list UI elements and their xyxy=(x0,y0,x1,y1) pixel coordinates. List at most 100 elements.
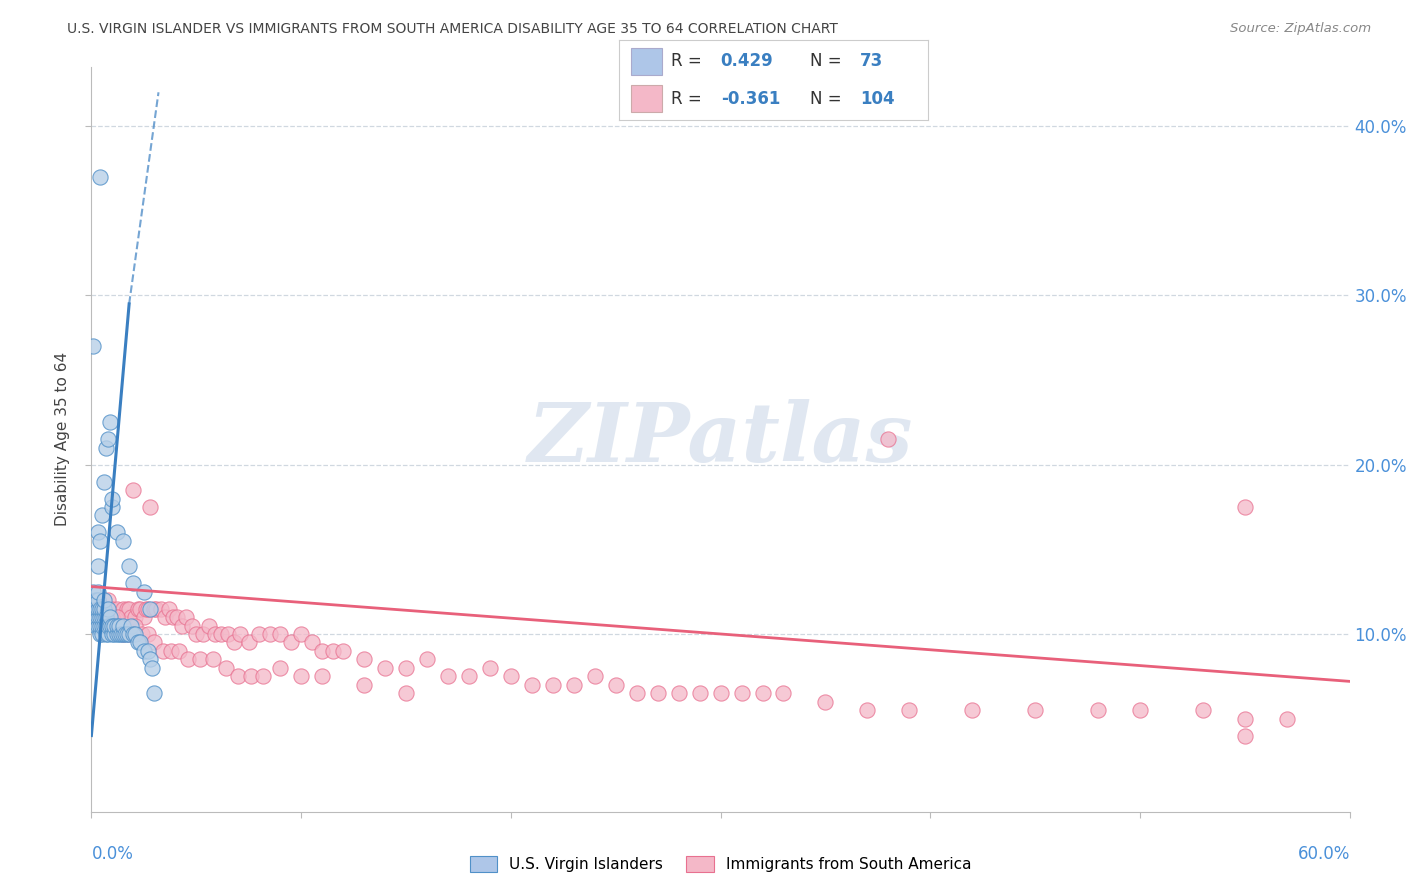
Point xyxy=(82,584,104,599)
Point xyxy=(98,610,121,624)
Point xyxy=(105,627,128,641)
Text: -0.361: -0.361 xyxy=(721,90,780,108)
Point xyxy=(877,433,900,447)
Point xyxy=(626,686,648,700)
Point xyxy=(97,433,120,447)
Point xyxy=(149,601,172,615)
Point xyxy=(122,576,145,591)
Point xyxy=(751,686,773,700)
Point xyxy=(238,635,260,649)
Point xyxy=(247,627,270,641)
Text: 0.429: 0.429 xyxy=(721,52,773,70)
Point xyxy=(709,686,731,700)
Point xyxy=(647,686,669,700)
Text: R =: R = xyxy=(671,90,702,108)
Point xyxy=(101,627,124,641)
Point xyxy=(89,169,111,184)
Point xyxy=(353,652,375,666)
Point xyxy=(499,669,522,683)
Bar xyxy=(631,85,662,112)
Point xyxy=(166,610,188,624)
Point xyxy=(395,661,418,675)
Point xyxy=(322,644,344,658)
Point xyxy=(127,601,149,615)
Point xyxy=(86,525,108,540)
Point xyxy=(186,627,208,641)
Point xyxy=(97,593,120,607)
Point xyxy=(668,686,690,700)
Bar xyxy=(631,48,662,76)
Point xyxy=(457,669,479,683)
Point xyxy=(115,627,138,641)
Point xyxy=(111,618,134,632)
Point xyxy=(157,601,180,615)
Point xyxy=(84,610,107,624)
Point xyxy=(101,601,124,615)
Point xyxy=(98,618,121,632)
Point xyxy=(136,644,159,658)
Point xyxy=(86,559,108,574)
Point xyxy=(139,652,162,666)
Point xyxy=(86,593,108,607)
Point xyxy=(202,652,225,666)
Point xyxy=(217,627,239,641)
Point xyxy=(115,601,138,615)
Point xyxy=(120,610,142,624)
Point xyxy=(89,610,111,624)
Point xyxy=(93,475,115,489)
Point xyxy=(374,661,396,675)
Point xyxy=(204,627,226,641)
Point xyxy=(107,627,129,641)
Point xyxy=(160,644,183,658)
Point xyxy=(772,686,794,700)
Point xyxy=(1233,729,1256,743)
Point xyxy=(269,627,291,641)
Point xyxy=(139,601,162,615)
Point xyxy=(689,686,711,700)
Point xyxy=(141,661,163,675)
Point xyxy=(103,627,125,641)
Point xyxy=(122,483,145,497)
Point xyxy=(84,618,107,632)
Point xyxy=(82,610,104,624)
Point xyxy=(190,652,212,666)
Point xyxy=(311,669,333,683)
Point xyxy=(110,627,132,641)
Point xyxy=(86,593,108,607)
Point xyxy=(269,661,291,675)
Point xyxy=(856,703,879,717)
Point xyxy=(162,610,184,624)
Point xyxy=(520,678,543,692)
Point xyxy=(94,610,117,624)
Point xyxy=(962,703,984,717)
Legend: U.S. Virgin Islanders, Immigrants from South America: U.S. Virgin Islanders, Immigrants from S… xyxy=(464,850,977,879)
Point xyxy=(93,610,115,624)
Point xyxy=(143,686,166,700)
Point xyxy=(86,618,108,632)
Point xyxy=(177,652,200,666)
Point xyxy=(259,627,281,641)
Point xyxy=(541,678,564,692)
Point xyxy=(82,601,104,615)
Point xyxy=(143,635,166,649)
Point xyxy=(89,627,111,641)
Point xyxy=(153,610,176,624)
Point xyxy=(239,669,262,683)
Y-axis label: Disability Age 35 to 64: Disability Age 35 to 64 xyxy=(55,352,70,526)
Point xyxy=(101,500,124,514)
Point xyxy=(1233,500,1256,514)
Point xyxy=(101,610,124,624)
Point xyxy=(416,652,439,666)
Point xyxy=(90,627,112,641)
Point xyxy=(89,601,111,615)
Point xyxy=(82,339,104,353)
Point xyxy=(111,533,134,548)
Text: N =: N = xyxy=(810,52,842,70)
Point xyxy=(118,601,141,615)
Point xyxy=(90,618,112,632)
Text: Source: ZipAtlas.com: Source: ZipAtlas.com xyxy=(1230,22,1371,36)
Point xyxy=(1233,712,1256,726)
Point xyxy=(107,618,129,632)
Point xyxy=(128,601,150,615)
Point xyxy=(93,601,115,615)
